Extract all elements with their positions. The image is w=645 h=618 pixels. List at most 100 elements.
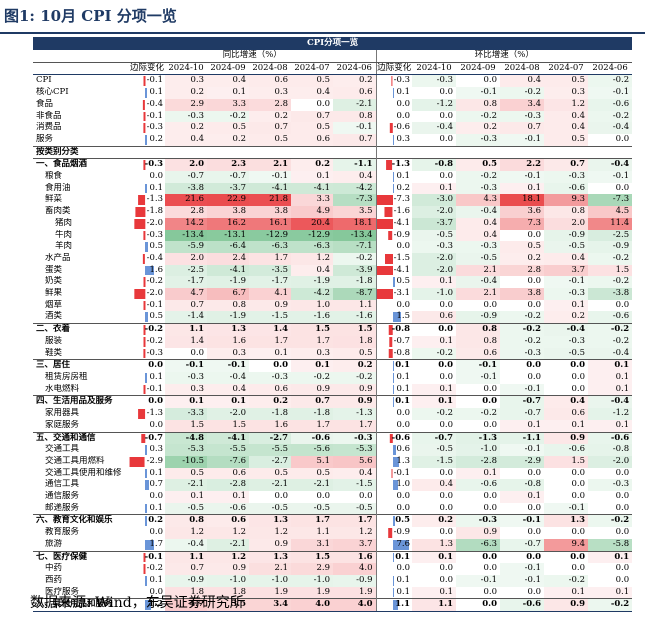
title-rule <box>0 32 645 34</box>
mom-value-cell: -0.7 <box>500 538 544 552</box>
yoy-value-cell: 0.4 <box>291 87 333 99</box>
marginal-change-value: 0.0 <box>396 299 410 310</box>
mom-value-cell: 0.4 <box>500 74 544 88</box>
yoy-marginal-change-cell: 0.1 <box>129 372 165 384</box>
yoy-value-cell: -4.1 <box>207 431 249 445</box>
column-header-mom-2: 2024-09 <box>456 62 500 76</box>
mom-value-cell: -1.1 <box>500 431 544 445</box>
yoy-marginal-change-cell: -0.2 <box>129 563 165 575</box>
mom-value-cell: 0.8 <box>456 335 500 348</box>
mom-value-cell: -0.1 <box>544 502 588 515</box>
mom-value-cell: -0.2 <box>456 408 500 420</box>
mom-value-cell: -0.4 <box>588 395 633 409</box>
mom-value-cell: -0.6 <box>588 98 633 111</box>
mom-value-cell: -0.1 <box>500 133 544 147</box>
table-row: CPI -0.1 0.3 0.4 0.6 0.5 0.2 -0.3 -0.3 0.0 0.4 0.5-… <box>33 74 633 88</box>
yoy-value-cell: -1.0 <box>207 574 249 587</box>
yoy-value-cell: 2.8 <box>165 206 207 218</box>
marginal-change-value: 0.1 <box>396 171 410 182</box>
mom-value-cell: 0.1 <box>588 359 633 372</box>
mom-value-cell: 0.1 <box>588 371 633 384</box>
marginal-change-value: -0.2 <box>146 563 163 574</box>
column-header-blank <box>33 62 129 76</box>
marginal-change-value: -0.9 <box>393 527 410 538</box>
table-row: 非食品 -0.1 -0.3 -0.2 0.2 0.7 0.8 0.0 0.0 -0.2 -0.3 0.… <box>33 110 633 123</box>
yoy-value-cell: 0.0 <box>274 491 288 502</box>
mom-value-cell: 0.1 <box>412 586 456 599</box>
mom-value-cell: 0.1 <box>412 383 456 396</box>
mom-value-cell: -0.3 <box>544 171 588 183</box>
mom-value-cell: 0.4 <box>456 229 500 242</box>
yoy-value-cell: -1.4 <box>165 311 207 324</box>
mom-value-cell: 0.0 <box>439 563 453 574</box>
mom-value-cell <box>544 145 588 159</box>
mom-marginal-change-cell: 0.0 <box>375 98 412 111</box>
row-label: 粮食 <box>45 171 63 182</box>
table-row: 交通工具 0.3 -5.3 -5.5 -5.5 -5.6 -5.3 0.6 -0.5 -1.0 -0… <box>33 444 633 456</box>
group-header-yoy: 同比增速（%） <box>129 50 376 63</box>
marginal-change-bar <box>145 372 147 383</box>
yoy-value-cell: -0.7 <box>207 171 249 183</box>
mom-value-cell: 0.0 <box>412 323 456 336</box>
table-row: 酒类 0.5 -1.4 -1.9 -1.5 -1.6 -1.6 1.5 0.6 -0.9 -0.2 0… <box>33 311 633 324</box>
table-row: 水电燃料 -0.1 0.3 0.4 0.6 0.9 0.9 0.1 0.1 0.0 -0.1 0.0 0… <box>33 383 633 396</box>
marginal-change-value: 0.0 <box>396 563 410 574</box>
marginal-change-value: -0.4 <box>146 98 163 109</box>
mom-marginal-change-cell: -0.3 <box>375 74 412 88</box>
mom-marginal-change-cell: 0.6 <box>375 444 412 456</box>
mom-value-cell: -0.5 <box>412 444 456 456</box>
source-note: 数据来源: Wind，东吴证券研究所 <box>30 595 244 611</box>
table-row: 八、其他用品和服务 1.2 4.7 3.5 3.4 4.0 4.0 1.1 1.1 0.0 -0.6… <box>33 598 633 613</box>
mom-marginal-change-cell: 0.5 <box>375 514 412 528</box>
mom-value-cell: -0.1 <box>544 276 588 289</box>
yoy-value-cell: 1.4 <box>165 335 207 348</box>
yoy-marginal-change-cell: 0.2 <box>129 134 165 146</box>
yoy-value-cell: 16.2 <box>207 217 249 230</box>
marginal-change-value: 0.0 <box>396 491 410 502</box>
row-label: 西药 <box>45 574 63 585</box>
mom-marginal-change-cell: 0.1 <box>375 586 412 599</box>
marginal-change-value: 7.6 <box>396 538 410 549</box>
yoy-value-cell: 16.1 <box>249 217 291 230</box>
table-row: 家庭服务 0.0 1.5 1.5 1.6 1.7 1.7 0.0 0.0 0.0 0.1 0.1 0.1 <box>33 419 633 432</box>
mom-value-cell: 0.0 <box>527 299 541 310</box>
column-header-mom-1: 2024-10 <box>412 62 456 76</box>
marginal-change-bar <box>392 183 394 194</box>
marginal-change-value: -1.8 <box>146 206 163 217</box>
mom-value-cell: 0.8 <box>456 323 500 336</box>
yoy-value-cell: -2.1 <box>249 479 291 492</box>
mom-marginal-change-cell: -0.8 <box>375 323 412 336</box>
table-row: 粮食 0.0 -0.7 -0.7 -0.1 0.1 0.4 0.1 0.0 -0.2 -0.1 -0.… <box>33 171 633 183</box>
marginal-change-value: 1.6 <box>149 264 163 275</box>
mom-value-cell: 0.0 <box>544 359 588 372</box>
mom-value-cell: 0.0 <box>439 527 453 538</box>
yoy-marginal-change-cell: -2.0 <box>129 218 165 230</box>
mom-value-cell: 1.2 <box>544 98 588 111</box>
yoy-value-cell: 0.1 <box>207 395 249 409</box>
row-label: 服务 <box>36 133 54 144</box>
marginal-change-bar <box>392 277 396 288</box>
mom-value-cell: 9.4 <box>544 538 588 552</box>
yoy-value-cell: 1.5 <box>207 419 249 432</box>
row-label: 一、食品烟酒 <box>33 158 129 172</box>
mom-value-cell: -0.1 <box>500 514 544 528</box>
yoy-marginal-change-cell: -0.1 <box>129 300 165 312</box>
mom-value-cell: -0.2 <box>500 87 544 99</box>
yoy-value-cell: 0.7 <box>333 133 376 147</box>
mom-value-cell: 11.4 <box>588 217 633 230</box>
mom-value-cell: 0.4 <box>544 252 588 265</box>
marginal-change-value: -3.1 <box>393 288 410 299</box>
yoy-value-cell: 2.1 <box>249 158 291 172</box>
table-row: 鲜果 -2.0 4.7 6.7 4.1 -4.2 -8.7 -3.1 -1.0 2.1 3.8 -0.… <box>33 288 633 300</box>
mom-value-cell: 2.1 <box>456 288 500 300</box>
yoy-value-cell: 0.7 <box>291 110 333 123</box>
mom-value-cell: 0.0 <box>571 383 585 394</box>
marginal-change-value: 0.0 <box>149 491 163 502</box>
marginal-change-bar <box>383 207 393 217</box>
row-label: 消费品 <box>36 122 62 133</box>
yoy-value-cell: -5.5 <box>207 444 249 456</box>
yoy-value-cell: -1.7 <box>165 276 207 289</box>
row-label: 服装 <box>45 335 63 346</box>
marginal-change-bar <box>145 600 152 611</box>
yoy-value-cell: -12.9 <box>291 229 333 242</box>
